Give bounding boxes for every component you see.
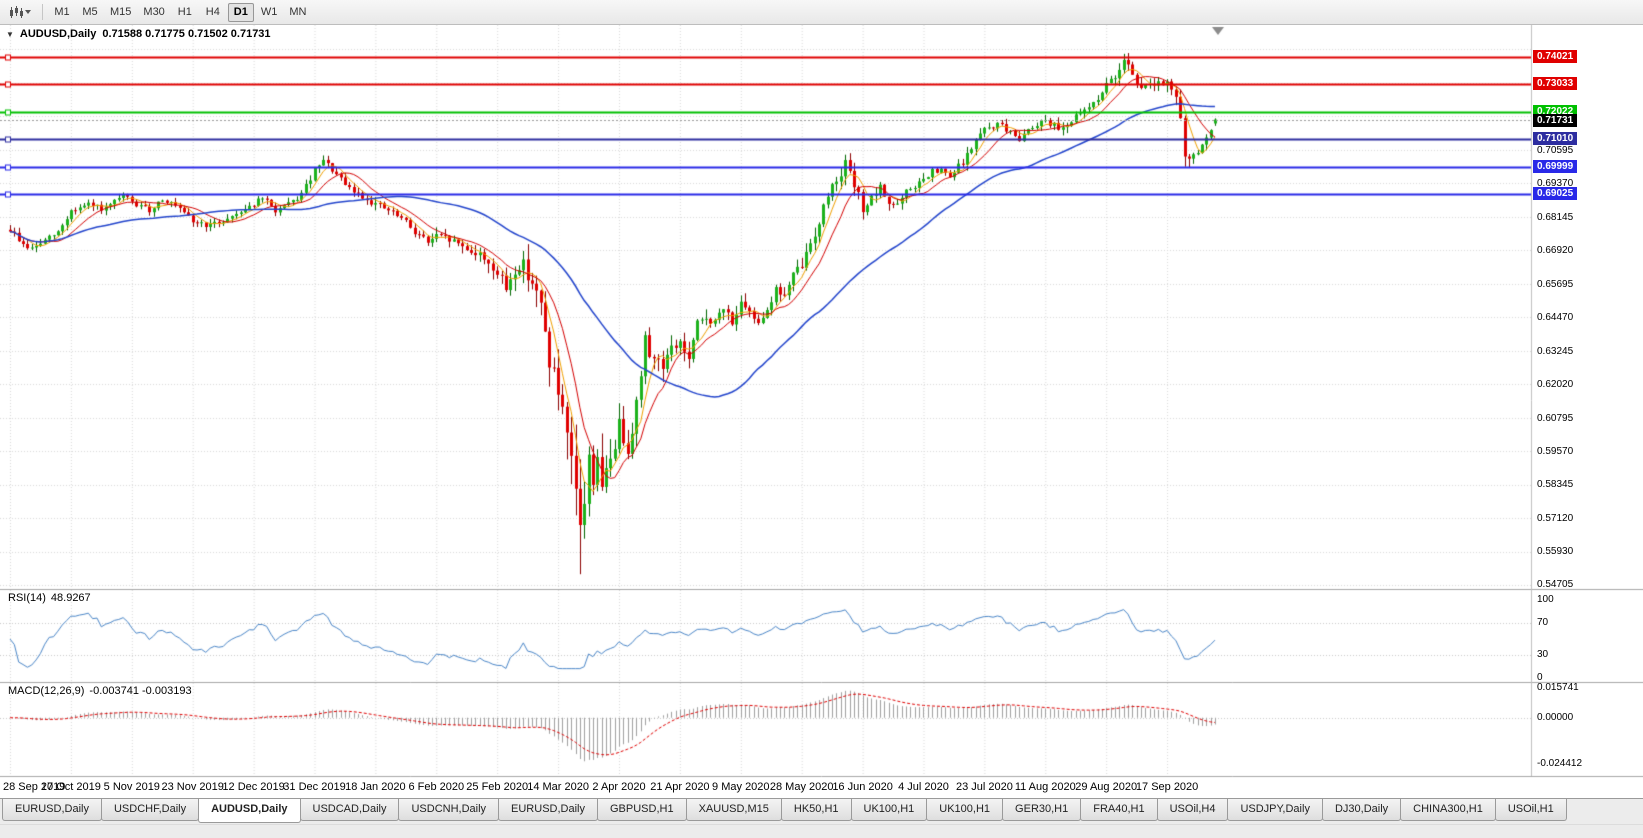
chart-tab-hk50-h1[interactable]: HK50,H1 [780, 799, 852, 821]
timeframe-button-M30[interactable]: M30 [143, 5, 165, 18]
timeframe-button-W1[interactable]: W1 [260, 5, 278, 18]
chart-area: ▼ AUDUSD,Daily 0.71588 0.71775 0.71502 0… [0, 25, 1643, 798]
timeframe-toolbar: M1 M5 M15 M30 H1 H4 D1 W1 MN [0, 0, 1643, 25]
chart-type-icon[interactable] [4, 2, 36, 22]
window-bottom-edge [0, 824, 1643, 838]
timeframe-buttons-group: M1 M5 M15 M30 H1 H4 D1 W1 MN [49, 2, 311, 22]
candlestick-chart-icon [10, 5, 23, 18]
chart-tab-eurusd-daily[interactable]: EURUSD,Daily [2, 799, 102, 821]
chart-tab-eurusd-daily[interactable]: EURUSD,Daily [498, 799, 598, 821]
timeframe-button-H1[interactable]: H1 [177, 5, 192, 18]
chart-tabs-bar: EURUSD,Daily USDCHF,Daily AUDUSD,Daily USDC… [0, 798, 1643, 824]
price-chart-canvas[interactable] [0, 25, 1643, 798]
chevron-down-icon [25, 10, 31, 14]
chart-tab-china300-h1[interactable]: CHINA300,H1 [1400, 799, 1496, 821]
timeframe-button-MN[interactable]: MN [289, 5, 307, 18]
chart-tab-uk100-h1[interactable]: UK100,H1 [926, 799, 1004, 821]
chart-tab-fra40-h1[interactable]: FRA40,H1 [1080, 799, 1158, 821]
timeframe-button-M1[interactable]: M1 [54, 5, 70, 18]
timeframe-button-D1[interactable]: D1 [227, 2, 254, 22]
chart-tab-usoil-h1[interactable]: USOil,H1 [1494, 799, 1567, 821]
chart-tab-usoil-h4[interactable]: USOil,H4 [1156, 799, 1229, 821]
chart-tab-gbpusd-h1[interactable]: GBPUSD,H1 [597, 799, 687, 821]
chart-tab-ger30-h1[interactable]: GER30,H1 [1002, 799, 1082, 821]
chart-tab-audusd-daily[interactable]: AUDUSD,Daily [198, 799, 301, 823]
chart-tab-usdchf-daily[interactable]: USDCHF,Daily [100, 799, 200, 821]
chart-tab-xauusd-m15[interactable]: XAUUSD,M15 [685, 799, 782, 821]
timeframe-button-M15[interactable]: M15 [110, 5, 132, 18]
chart-tab-usdjpy-daily[interactable]: USDJPY,Daily [1227, 799, 1323, 821]
collapse-arrow-icon[interactable]: ▼ [6, 29, 14, 39]
chart-tab-uk100-h1[interactable]: UK100,H1 [850, 799, 928, 821]
timeframe-button-M5[interactable]: M5 [82, 5, 98, 18]
toolbar-separator [42, 4, 43, 20]
timeframe-button-H4[interactable]: H4 [205, 5, 220, 18]
chart-tab-usdcnh-daily[interactable]: USDCNH,Daily [398, 799, 500, 821]
chart-tab-usdcad-daily[interactable]: USDCAD,Daily [299, 799, 400, 821]
chart-tab-dj30-daily[interactable]: DJ30,Daily [1321, 799, 1402, 821]
